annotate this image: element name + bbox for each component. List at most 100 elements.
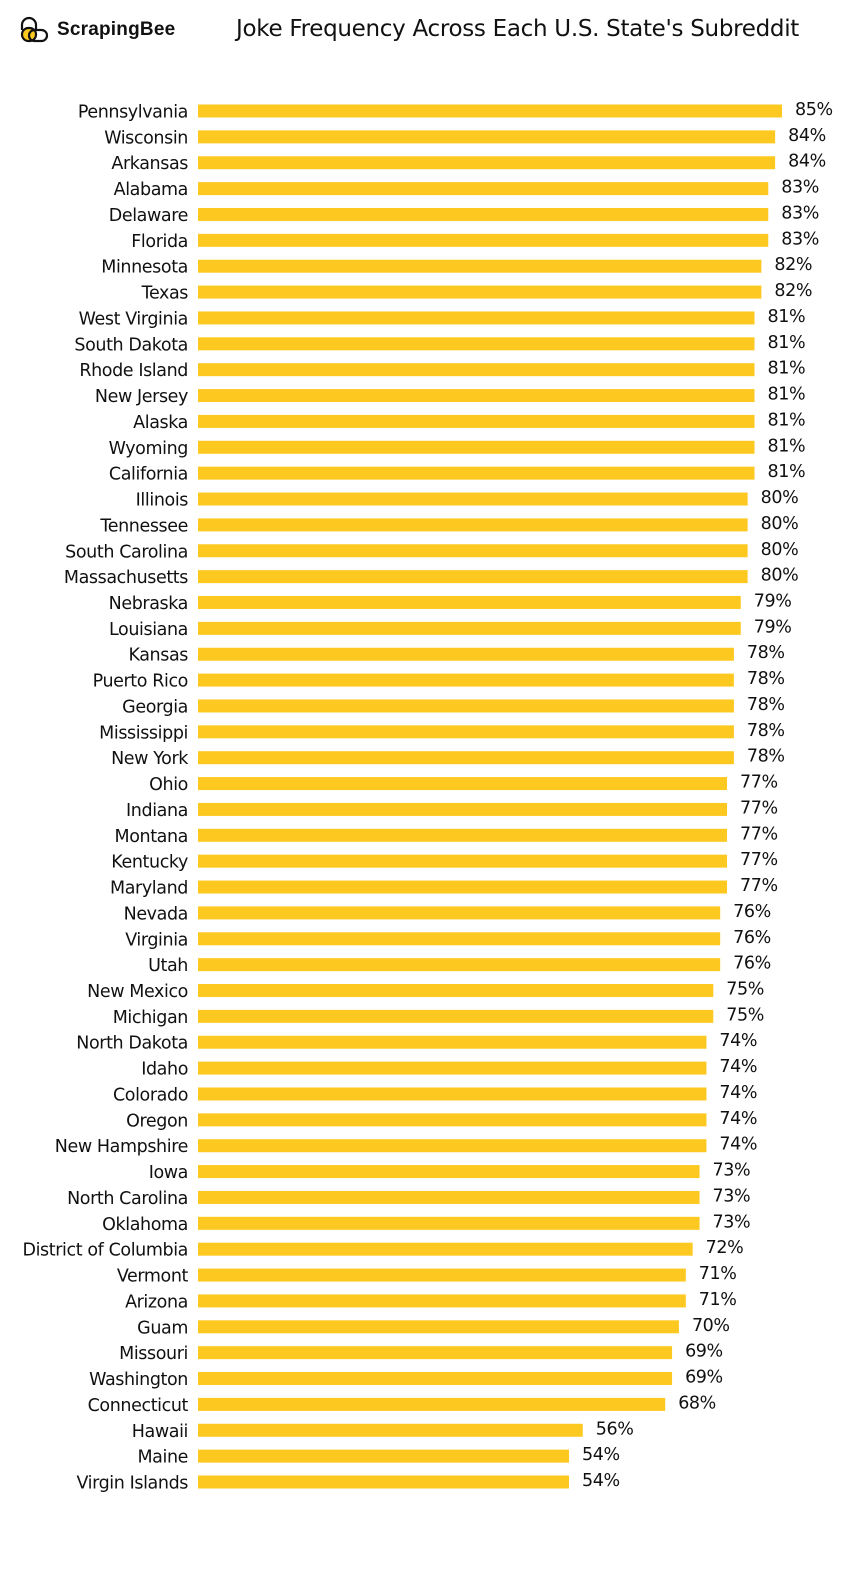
value-label: 81%: [768, 333, 806, 353]
value-label: 76%: [733, 902, 771, 922]
bar: [198, 414, 755, 428]
bar: [198, 130, 776, 144]
value-label: 73%: [713, 1212, 751, 1232]
bar: [198, 1449, 570, 1463]
category-label: Kentucky: [111, 853, 188, 873]
category-label: Pennsylvania: [78, 103, 188, 123]
bar: [198, 1423, 583, 1437]
value-label: 80%: [761, 540, 799, 560]
category-label: North Dakota: [76, 1034, 188, 1054]
category-label: Delaware: [109, 206, 188, 226]
value-label: 80%: [761, 514, 799, 534]
category-label: South Carolina: [65, 542, 188, 562]
value-label: 79%: [754, 591, 792, 611]
bar: [198, 958, 721, 972]
category-label: Nevada: [124, 904, 188, 924]
bar: [198, 1320, 679, 1334]
bar: [198, 1216, 700, 1230]
category-label: California: [109, 465, 188, 485]
bar: [198, 1009, 714, 1023]
category-label: Vermont: [117, 1267, 189, 1287]
category-label: Washington: [89, 1370, 188, 1390]
bar: [198, 492, 748, 506]
category-label: South Dakota: [74, 335, 188, 355]
category-label: District of Columbia: [23, 1241, 188, 1261]
bar: [198, 1113, 707, 1127]
bar: [198, 725, 734, 739]
bar: [198, 466, 755, 480]
category-label: Kansas: [128, 646, 188, 666]
bar: [198, 1061, 707, 1075]
category-label: Louisiana: [109, 620, 188, 640]
value-label: 82%: [774, 255, 812, 275]
category-label: Arizona: [125, 1292, 188, 1312]
value-label: 83%: [781, 229, 819, 249]
bar: [198, 1268, 686, 1282]
bar: [198, 673, 734, 687]
bar: [198, 259, 762, 273]
bar: [198, 544, 748, 558]
value-label: 70%: [692, 1316, 730, 1336]
value-label: 74%: [719, 1135, 757, 1155]
value-label: 78%: [747, 695, 785, 715]
value-label: 74%: [719, 1083, 757, 1103]
value-label: 77%: [740, 773, 778, 793]
value-label: 73%: [713, 1161, 751, 1181]
category-label: Nebraska: [109, 594, 188, 614]
value-label: 83%: [781, 178, 819, 198]
bar: [198, 1035, 707, 1049]
category-label: Idaho: [141, 1060, 188, 1080]
value-label: 84%: [788, 126, 826, 146]
bar: [198, 751, 734, 765]
bar: [198, 104, 782, 118]
bar: [198, 595, 741, 609]
bar: [198, 1294, 686, 1308]
bar: [198, 1346, 673, 1360]
category-label: Colorado: [113, 1085, 188, 1105]
bar: [198, 233, 769, 247]
bar: [198, 337, 755, 351]
value-label: 78%: [747, 721, 785, 741]
category-label: Rhode Island: [79, 361, 188, 381]
value-label: 71%: [699, 1264, 737, 1284]
brand-logo: ScrapingBee: [19, 16, 175, 44]
category-label: Connecticut: [88, 1396, 189, 1416]
category-label: Wisconsin: [104, 128, 188, 148]
bar: [198, 1475, 570, 1489]
value-label: 74%: [719, 1109, 757, 1129]
value-label: 79%: [754, 617, 792, 637]
value-label: 80%: [761, 566, 799, 586]
category-label: Guam: [137, 1318, 188, 1338]
category-label: North Carolina: [67, 1189, 188, 1209]
bee-logo-icon: [20, 16, 49, 43]
category-label: Montana: [115, 827, 189, 847]
value-label: 75%: [726, 1005, 764, 1025]
category-label: Virginia: [125, 930, 188, 950]
category-label: Georgia: [122, 697, 188, 717]
value-label: 71%: [699, 1290, 737, 1310]
bar: [198, 363, 755, 377]
value-label: 78%: [747, 747, 785, 767]
bar: [198, 699, 734, 713]
value-label: 81%: [768, 462, 806, 482]
category-label: Arkansas: [111, 154, 188, 174]
value-label: 69%: [685, 1368, 723, 1388]
category-label: Minnesota: [101, 258, 188, 278]
category-label: Mississippi: [99, 723, 188, 743]
value-label: 75%: [726, 980, 764, 1000]
bar: [198, 880, 728, 894]
bar: [198, 1242, 693, 1256]
bar: [198, 1190, 700, 1204]
brand-name: ScrapingBee: [57, 19, 176, 40]
bar: [198, 285, 762, 299]
value-label: 81%: [768, 359, 806, 379]
value-label: 81%: [768, 436, 806, 456]
category-label: New Jersey: [95, 387, 188, 407]
category-label: Maine: [137, 1448, 188, 1468]
bar: [198, 182, 769, 196]
bar: [198, 828, 728, 842]
category-label: Maryland: [110, 879, 188, 899]
value-label: 74%: [719, 1031, 757, 1051]
bar: [198, 1165, 700, 1179]
value-label: 77%: [740, 850, 778, 870]
